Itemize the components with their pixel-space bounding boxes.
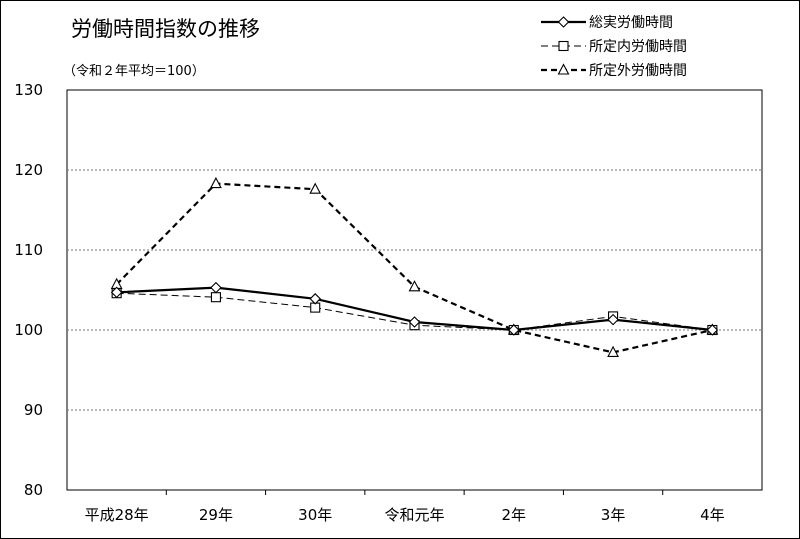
legend-marker bbox=[557, 16, 570, 28]
y-tick-label: 80 bbox=[24, 481, 43, 499]
data-point-marker bbox=[706, 324, 719, 336]
y-axis: 80 90 100 110 120 130 bbox=[14, 81, 43, 499]
chart-subtitle: （令和２年平均＝100） bbox=[63, 64, 205, 79]
x-tick-label: 平成28年 bbox=[85, 506, 149, 524]
data-point-marker bbox=[110, 286, 123, 299]
plot-area bbox=[66, 89, 763, 491]
data-point-marker bbox=[210, 176, 222, 189]
x-tick-label: 2年 bbox=[502, 506, 527, 524]
data-point-marker bbox=[309, 293, 321, 305]
data-point-marker bbox=[210, 281, 222, 294]
x-tick-label: 令和元年 bbox=[384, 506, 444, 524]
y-tick-label: 130 bbox=[14, 81, 43, 99]
legend-marker bbox=[558, 40, 569, 52]
data-point-marker bbox=[607, 313, 619, 326]
x-tick-label: 4年 bbox=[700, 506, 725, 524]
legend-label: 総実労働時間 bbox=[589, 15, 673, 31]
x-tick-label: 29年 bbox=[199, 506, 233, 524]
y-tick-label: 90 bbox=[24, 401, 43, 419]
x-axis: 平成28年 29年 30年 令和元年 2年 3年 4年 bbox=[85, 490, 725, 524]
series-markers bbox=[110, 176, 719, 357]
y-tick-label: 110 bbox=[14, 241, 43, 259]
y-tick-label: 100 bbox=[14, 321, 43, 339]
data-point-marker bbox=[309, 182, 322, 194]
x-tick-label: 3年 bbox=[601, 506, 626, 524]
legend-label: 所定外労働時間 bbox=[589, 63, 687, 79]
data-point-marker bbox=[408, 316, 421, 328]
legend-marker bbox=[557, 63, 570, 75]
data-point-marker bbox=[210, 292, 221, 303]
x-tick-label: 30年 bbox=[298, 506, 332, 524]
data-point-marker bbox=[408, 280, 421, 292]
data-point-marker bbox=[607, 345, 619, 357]
data-point-marker bbox=[508, 324, 520, 336]
legend-label: 所定内労働時間 bbox=[589, 39, 687, 55]
y-tick-label: 120 bbox=[14, 161, 43, 179]
chart-title: 労働時間指数の推移 bbox=[71, 17, 260, 41]
